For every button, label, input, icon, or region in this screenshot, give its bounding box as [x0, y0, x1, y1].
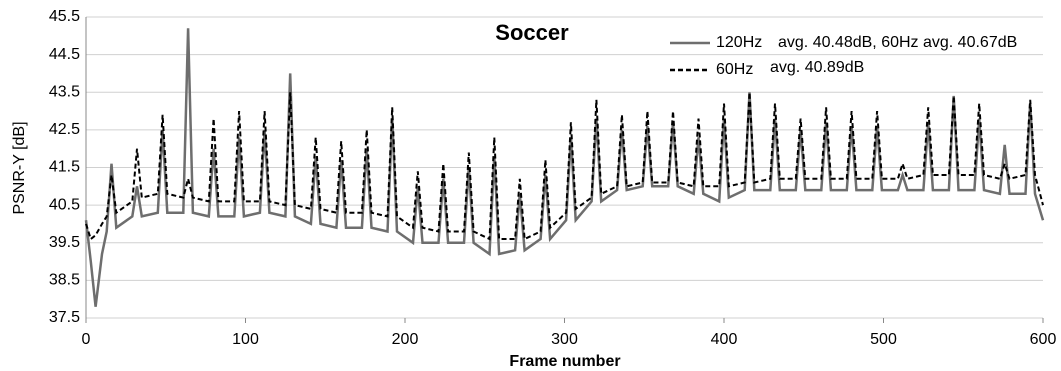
legend-label: 60Hz [716, 61, 753, 78]
y-tick-label: 41.5 [49, 159, 80, 176]
x-tick-label: 200 [392, 331, 419, 348]
y-tick-label: 43.5 [49, 83, 80, 100]
legend-annotation: avg. 40.48dB, 60Hz avg. 40.67dB [778, 34, 1017, 51]
y-tick-label: 38.5 [49, 272, 80, 289]
x-tick-label: 100 [232, 331, 259, 348]
x-tick-label: 300 [551, 331, 578, 348]
series-line [85, 92, 1044, 241]
y-tick-label: 45.5 [49, 8, 80, 25]
x-axis-label: Frame number [509, 353, 620, 370]
y-tick-label: 39.5 [49, 234, 80, 251]
y-tick-label: 40.5 [49, 196, 80, 213]
y-tick-label: 37.5 [49, 309, 80, 326]
chart-title: Soccer [495, 20, 569, 45]
y-tick-label: 42.5 [49, 121, 80, 138]
x-tick-label: 400 [711, 331, 738, 348]
x-tick-label: 600 [1030, 331, 1057, 348]
legend-label: 120Hz [716, 34, 762, 51]
y-tick-label: 44.5 [49, 46, 80, 63]
y-axis-label: PSNR-Y [dB] [11, 121, 28, 214]
legend-annotation: avg. 40.89dB [770, 59, 864, 76]
x-tick-label: 500 [870, 331, 897, 348]
series-line [84, 28, 1045, 307]
x-tick-label: 0 [82, 331, 91, 348]
